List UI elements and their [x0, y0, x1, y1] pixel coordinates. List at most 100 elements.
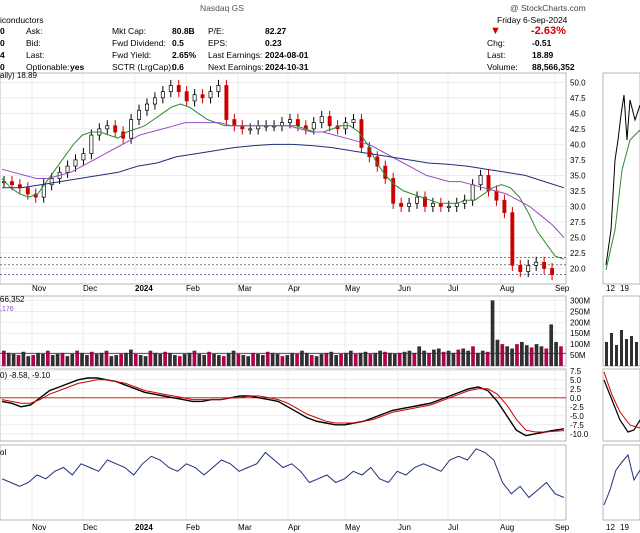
- x-tick-label: Feb: [186, 523, 200, 532]
- header-value: -0.51: [532, 38, 552, 48]
- x-tick-label: Nov: [32, 523, 46, 532]
- header-value: 18.89: [532, 50, 554, 60]
- volume-bar: [168, 352, 172, 366]
- volume-bar: [324, 352, 329, 366]
- volume-bar: [256, 353, 260, 366]
- mini-volume-bar: [610, 333, 613, 366]
- macd-tick-label: 5.0: [570, 376, 582, 385]
- volume-bar: [207, 351, 211, 366]
- volume-bar: [36, 352, 40, 366]
- header-partial-value: 0: [0, 62, 5, 72]
- mini-volume-bar: [630, 336, 633, 366]
- volume-bar: [104, 350, 109, 366]
- volume-bar: [89, 351, 94, 366]
- volume-bar: [505, 346, 510, 366]
- mini-volume-bar: [620, 330, 623, 366]
- x-tick-label: Nov: [32, 284, 46, 293]
- macd-line: [1, 379, 565, 433]
- panel-frame: [0, 368, 567, 442]
- volume-bar: [236, 353, 241, 366]
- panel-frame: [0, 444, 567, 521]
- volume-bar: [412, 352, 417, 366]
- price-candle: [232, 119, 237, 127]
- indicator-line: [1, 448, 565, 499]
- volume-bar: [344, 352, 348, 366]
- price-candle: [510, 212, 515, 266]
- price-panel-label: aily) 18.89: [0, 71, 37, 80]
- x-tick-label: Apr: [288, 523, 301, 532]
- header-value: 2.65%: [172, 50, 197, 60]
- moving-average-line: [2, 143, 565, 189]
- volume-bar: [520, 341, 524, 366]
- price-tick-label: 30.0: [570, 202, 586, 211]
- credit-label: @ StockCharts.com: [510, 3, 586, 13]
- mini-x-tick-label: 12: [606, 284, 615, 293]
- volume-bar: [21, 351, 26, 366]
- price-candle: [542, 261, 547, 269]
- price-candle: [160, 91, 165, 99]
- volume-bar: [495, 339, 500, 366]
- volume-bar: [75, 350, 79, 366]
- price-candle: [224, 85, 229, 120]
- volume-bar: [480, 350, 485, 366]
- volume-bar: [304, 352, 309, 366]
- volume-bar: [114, 355, 119, 366]
- volume-bar: [407, 350, 412, 366]
- macd-tick-label: -2.5: [570, 403, 584, 412]
- volume-bar: [6, 352, 11, 366]
- volume-bar: [461, 348, 466, 366]
- volume-bar: [133, 353, 138, 366]
- price-candle: [168, 85, 173, 92]
- price-candle: [73, 159, 78, 167]
- mini-macd-line: [603, 379, 640, 433]
- header-partial-value: 4: [0, 50, 5, 60]
- volume-bar: [485, 351, 490, 366]
- header-value: 80.8B: [172, 26, 195, 36]
- change-percent: -2.63%: [531, 25, 566, 37]
- volume-bar: [280, 356, 285, 366]
- price-candle: [89, 134, 94, 155]
- mini-bottom-frame: [602, 444, 640, 521]
- volume-bar: [471, 346, 475, 366]
- header-label: Bid:: [26, 38, 41, 48]
- mini-volume-bar: [635, 342, 638, 366]
- x-tick-label: 2024: [135, 523, 153, 532]
- mini-volume-bar: [605, 342, 608, 366]
- volume-bar: [368, 353, 373, 366]
- volume-bar: [246, 356, 251, 366]
- header-value: 0.23: [265, 38, 282, 48]
- header-label: SCTR (LrgCap):: [112, 62, 174, 72]
- macd-panel-label: 0) -8.58, -9.10: [0, 371, 51, 380]
- volume-bar: [334, 355, 338, 366]
- volume-bar: [290, 352, 295, 366]
- price-candle: [423, 196, 427, 207]
- price-candle: [145, 103, 149, 111]
- volume-tick-label: 300M: [570, 296, 590, 305]
- bottom-panel-label: ol: [0, 448, 6, 457]
- volume-bar: [45, 350, 50, 366]
- volume-bar: [129, 349, 133, 366]
- price-candle: [280, 122, 284, 127]
- macd-tick-label: -10.0: [570, 430, 589, 439]
- volume-bar: [251, 352, 255, 366]
- price-candle: [200, 94, 205, 99]
- price-candle: [526, 265, 531, 272]
- mini-signal-line: [603, 371, 640, 429]
- price-candle: [248, 128, 253, 131]
- volume-bar: [446, 350, 451, 366]
- macd-tick-label: 0.0: [570, 394, 582, 403]
- volume-tick-label: 50M: [570, 351, 586, 360]
- price-candle: [192, 94, 197, 102]
- volume-bar: [378, 350, 382, 366]
- volume-bar: [138, 355, 143, 366]
- moving-average-line: [1, 122, 565, 238]
- volume-bar: [510, 348, 514, 366]
- x-tick-label: Jun: [398, 284, 411, 293]
- volume-tick-label: 150M: [570, 329, 590, 338]
- volume-bar: [163, 351, 167, 366]
- price-candle: [518, 265, 523, 272]
- volume-bar: [70, 353, 75, 366]
- price-candle: [137, 109, 141, 120]
- price-tick-label: 32.5: [570, 187, 586, 196]
